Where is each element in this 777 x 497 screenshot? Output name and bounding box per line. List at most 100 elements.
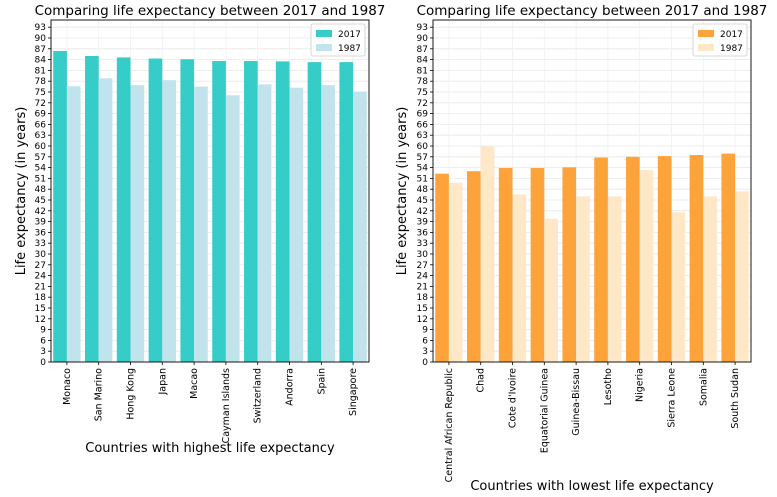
legend-label-2017: 2017 (720, 30, 743, 40)
y-tick-label: 3 (422, 347, 428, 357)
x-tick-label: Spain (316, 368, 327, 395)
bar-2017-monaco (53, 50, 67, 363)
x-tick-label: Equatorial Guinea (539, 368, 550, 453)
y-tick-label: 12 (417, 315, 428, 325)
bar-2017-switzerland (244, 61, 258, 362)
y-tick-label: 60 (35, 142, 47, 152)
y-tick-label: 42 (417, 207, 428, 217)
bar-2017-andorra (275, 61, 290, 363)
x-tick-label: Sierra Leone (667, 368, 678, 428)
y-tick-label: 78 (35, 77, 47, 87)
x-tick-label: Guinea-Bissau (571, 368, 582, 436)
bar-2017-cote-d-ivoire (498, 167, 513, 362)
y-tick-label: 60 (417, 142, 429, 152)
bar-2017-chad (467, 171, 481, 362)
y-tick-label: 15 (35, 304, 46, 314)
x-tick-label: Japan (157, 368, 168, 396)
bar-1987-cote-d-ivoire (512, 194, 527, 362)
y-tick-label: 75 (417, 88, 428, 98)
y-tick-label: 51 (417, 174, 428, 184)
bar-2017-somalia (689, 155, 704, 362)
y-tick-label: 0 (422, 358, 428, 368)
legend: 2017 1987 (310, 23, 366, 57)
bar-1987-lesotho (607, 196, 622, 362)
y-tick-label: 9 (422, 326, 428, 336)
chart-title: Comparing life expectancy between 2017 a… (417, 3, 768, 19)
bar-1987-guinea-bissau (576, 196, 590, 362)
y-tick-label: 0 (40, 358, 46, 368)
y-tick-label: 51 (35, 174, 46, 184)
y-tick-label: 18 (417, 293, 429, 303)
y-tick-label: 27 (417, 261, 428, 271)
y-tick-label: 90 (35, 34, 47, 44)
y-tick-label: 45 (35, 196, 46, 206)
y-tick-label: 30 (417, 250, 429, 260)
y-tick-label: 69 (35, 110, 47, 120)
plot-frame (50, 19, 370, 363)
y-tick-label: 6 (40, 336, 46, 346)
legend-label-2017: 2017 (338, 30, 361, 40)
y-tick-label: 66 (417, 120, 429, 130)
y-tick-label: 87 (417, 45, 428, 55)
y-tick-label: 63 (35, 131, 46, 141)
bar-1987-equatorial-guinea (544, 218, 558, 362)
y-tick-label: 3 (40, 347, 46, 357)
x-axis-label: Countries with highest life expectancy (85, 441, 335, 456)
x-tick-label: Monaco (62, 368, 73, 405)
y-tick-label: 45 (417, 196, 428, 206)
y-tick-label: 90 (417, 34, 429, 44)
bar-2017-spain (307, 62, 322, 363)
y-tick-label: 54 (417, 164, 429, 174)
bar-1987-andorra (289, 87, 304, 363)
chart-highest-life-expectancy: Comparing life expectancy between 2017 a… (14, 3, 386, 456)
plot-frame (432, 19, 752, 363)
y-tick-label: 30 (35, 250, 47, 260)
bar-1987-sierra-leone (671, 212, 686, 362)
y-tick-label: 72 (35, 99, 46, 109)
x-tick-label: Central African Republic (444, 368, 455, 482)
bar-1987-monaco (66, 86, 81, 363)
bar-1987-somalia (703, 196, 717, 362)
legend-swatch-1987 (698, 44, 714, 51)
legend-swatch-1987 (316, 44, 332, 51)
y-tick-label: 36 (35, 228, 47, 238)
y-tick-label: 84 (417, 56, 429, 66)
y-tick-label: 81 (35, 66, 46, 76)
bar-1987-nigeria (639, 170, 654, 362)
bar-1987-san-marino (98, 78, 113, 362)
x-tick-label: Nigeria (635, 368, 646, 402)
y-tick-label: 36 (417, 228, 429, 238)
y-tick-label: 78 (417, 77, 429, 87)
chart-title: Comparing life expectancy between 2017 a… (35, 3, 386, 19)
y-tick-label: 72 (417, 99, 428, 109)
x-tick-label: Switzerland (253, 368, 264, 423)
bar-1987-central-african-republic (448, 182, 463, 362)
y-tick-label: 63 (417, 131, 428, 141)
y-tick-label: 24 (417, 272, 429, 282)
bar-1987-south-sudan (735, 191, 749, 362)
y-tick-label: 27 (35, 261, 46, 271)
y-tick-label: 9 (40, 326, 46, 336)
bar-1987-hong-kong (130, 85, 145, 362)
y-tick-label: 69 (417, 110, 429, 120)
bar-1987-singapore (353, 91, 367, 362)
chart-lowest-life-expectancy: Comparing life expectancy between 2017 a… (395, 3, 768, 494)
bar-1987-chad (480, 146, 495, 362)
bar-2017-equatorial-guinea (530, 167, 545, 362)
bar-2017-singapore (339, 62, 354, 363)
bar-2017-macao (180, 59, 195, 363)
y-tick-label: 57 (35, 153, 46, 163)
x-tick-label: Macao (189, 368, 200, 399)
x-axis-label: Countries with lowest life expectancy (470, 479, 714, 494)
y-tick-label: 12 (35, 315, 46, 325)
x-tick-label: Hong Kong (126, 368, 137, 420)
bar-2017-guinea-bissau (562, 167, 577, 362)
y-tick-label: 66 (35, 120, 47, 130)
bar-2017-south-sudan (721, 153, 736, 362)
x-tick-label: Cayman Islands (221, 368, 232, 443)
bar-1987-spain (321, 85, 335, 362)
y-tick-label: 18 (35, 293, 47, 303)
x-tick-label: Cote d'Ivoire (508, 368, 519, 428)
y-tick-label: 6 (422, 336, 428, 346)
y-tick-label: 48 (35, 185, 47, 195)
